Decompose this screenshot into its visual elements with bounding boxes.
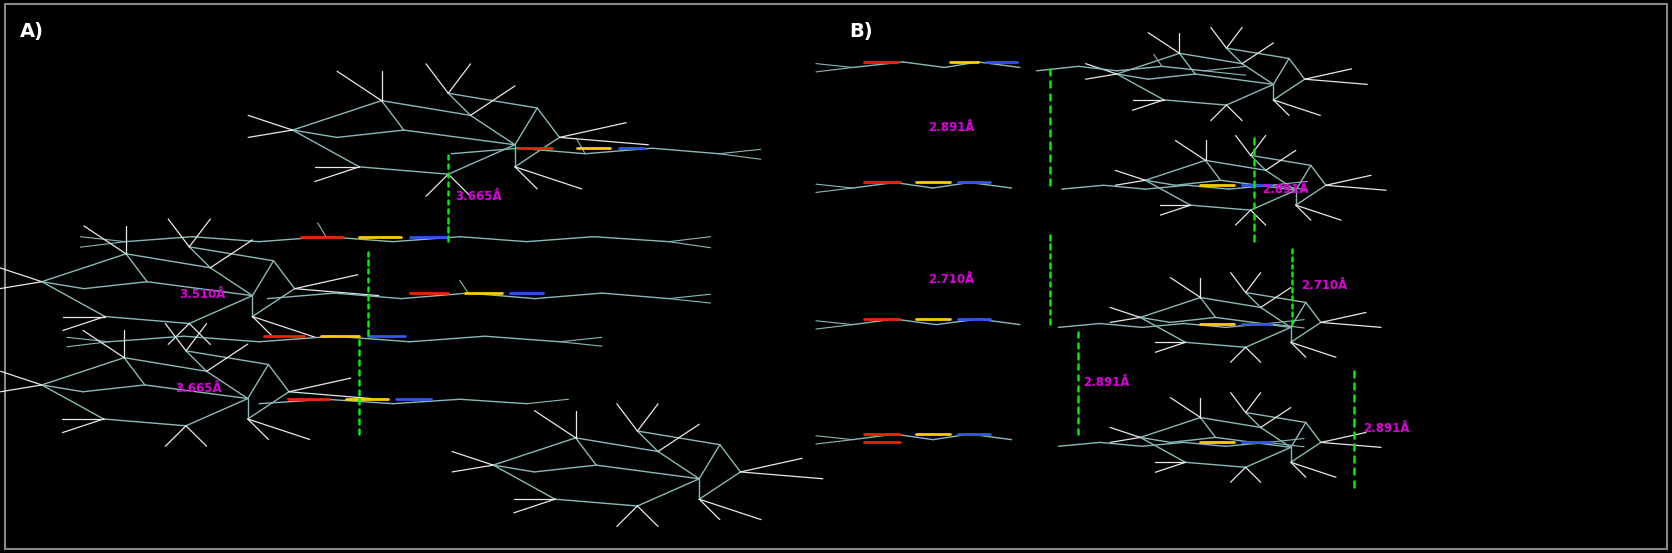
Text: 2.891Å: 2.891Å — [1363, 422, 1409, 435]
Text: B): B) — [849, 22, 873, 41]
Text: 3.665Å: 3.665Å — [455, 190, 502, 203]
Text: 3.510Å: 3.510Å — [179, 288, 226, 301]
Text: A): A) — [20, 22, 43, 41]
Text: 2.710Å: 2.710Å — [1301, 279, 1348, 293]
Text: 2.891Å: 2.891Å — [928, 121, 975, 134]
Text: 2.710Å: 2.710Å — [928, 273, 975, 286]
Text: 2.891Å: 2.891Å — [1262, 182, 1309, 196]
Text: 3.665Å: 3.665Å — [176, 382, 222, 395]
Text: 2.891Å: 2.891Å — [1083, 376, 1130, 389]
